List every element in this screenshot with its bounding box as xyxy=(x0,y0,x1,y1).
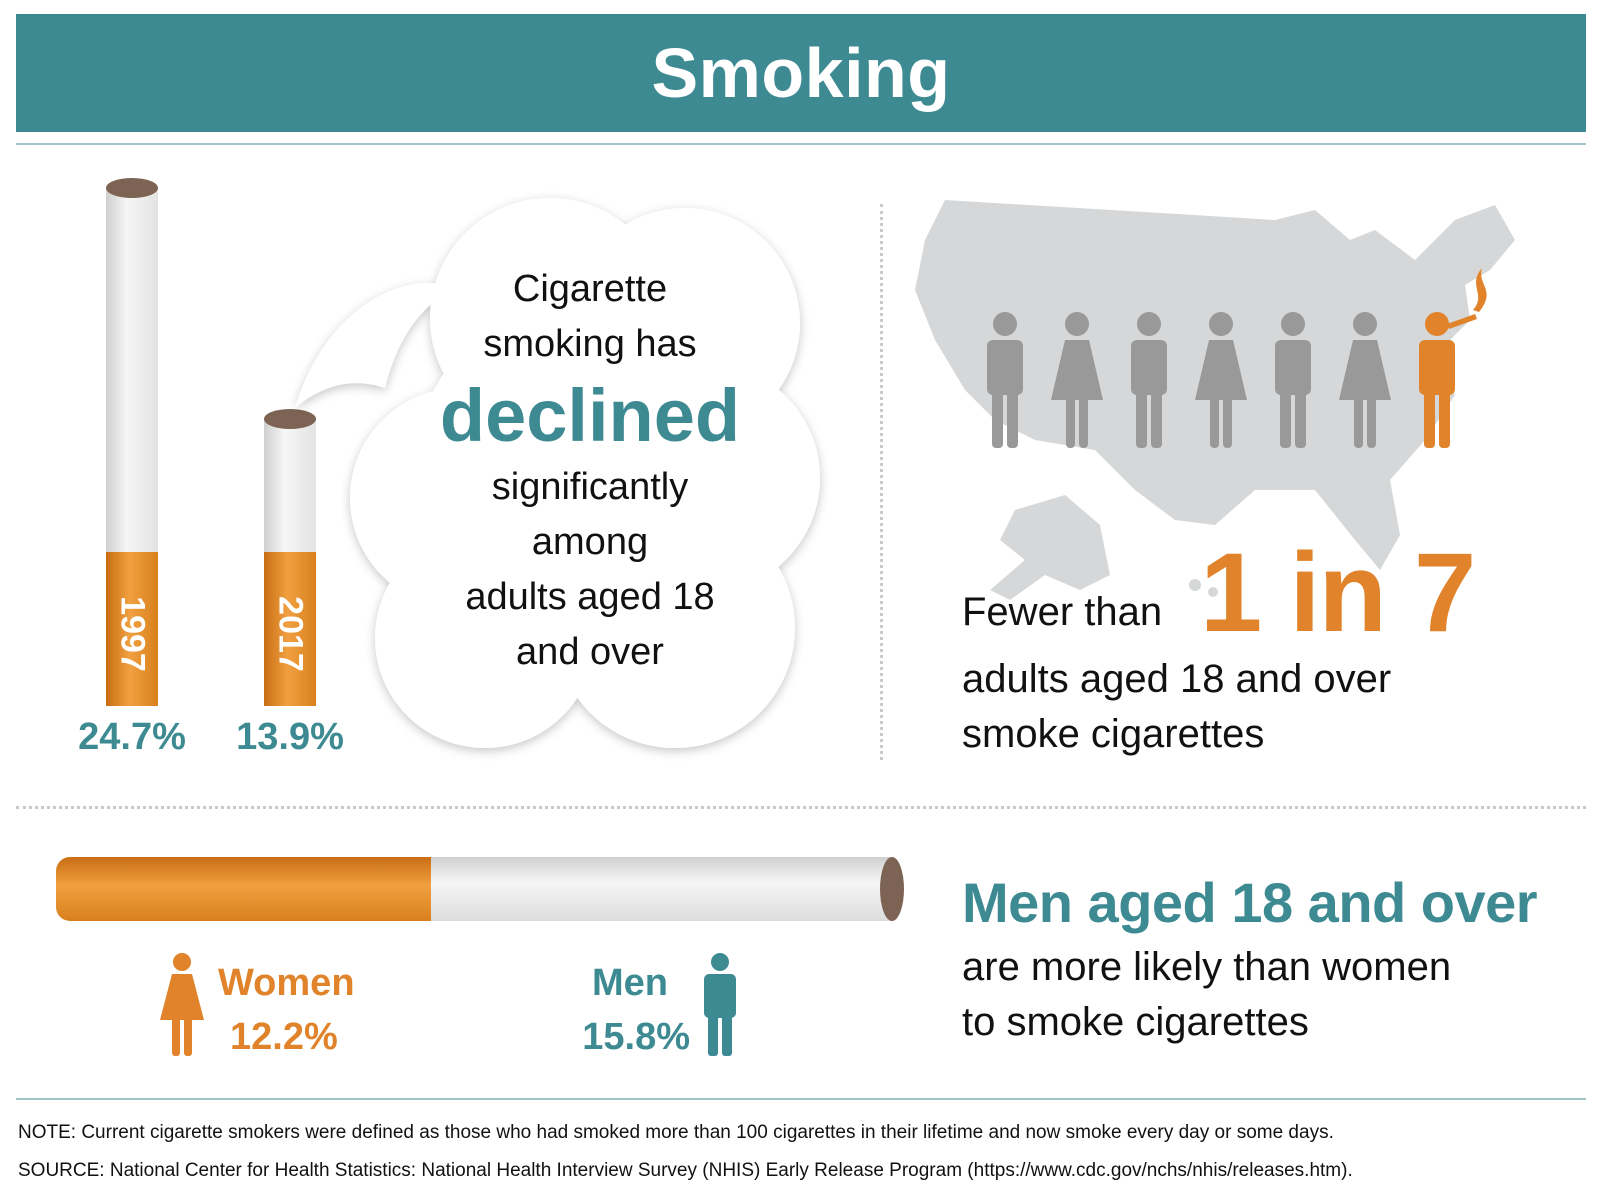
cloud-line-1: Cigarette xyxy=(512,268,668,310)
speech-cloud xyxy=(295,198,820,748)
footer-divider xyxy=(16,1098,1586,1100)
man-icon xyxy=(1275,312,1311,448)
ratio-suffix-line-2: smoke cigarettes xyxy=(962,712,1265,756)
men-pct: 15.8% xyxy=(582,1016,690,1058)
smoker-icon xyxy=(1419,268,1487,448)
cloud-line-3: significantly xyxy=(491,466,689,508)
pct-2017: 13.9% xyxy=(236,716,344,758)
cloud-highlight: declined xyxy=(439,374,741,457)
cigarette-paper xyxy=(431,857,891,921)
people-row xyxy=(975,268,1487,450)
cigarette-1997: 1997 xyxy=(106,178,158,706)
women-pct: 12.2% xyxy=(230,1016,338,1058)
cigarette-filter xyxy=(56,857,431,921)
gender-headline: Men aged 18 and over xyxy=(962,871,1538,934)
cloud-line-2: smoking has xyxy=(483,323,697,365)
ratio-suffix: adults aged 18 and over smoke cigarettes xyxy=(962,652,1522,762)
gender-cigarette xyxy=(56,857,916,921)
woman-icon xyxy=(1195,312,1247,448)
cigarette-tip xyxy=(880,857,904,921)
header-banner: Smoking xyxy=(16,14,1586,132)
page-title: Smoking xyxy=(651,34,951,112)
cloud-line-5: adults aged 18 xyxy=(465,576,715,618)
cloud-text: Cigarette smoking has declined significa… xyxy=(425,262,755,680)
section-divider-vertical xyxy=(880,204,883,760)
note-text: NOTE: Current cigarette smokers were def… xyxy=(18,1122,1334,1143)
man-icon xyxy=(987,312,1023,448)
source-text: SOURCE: National Center for Health Stati… xyxy=(18,1160,1353,1181)
year-label-1997: 1997 xyxy=(113,596,152,672)
cloud-line-6: and over xyxy=(516,631,664,673)
gender-subtext-line-1: are more likely than women xyxy=(962,945,1452,989)
ratio-suffix-line-1: adults aged 18 and over xyxy=(962,657,1392,701)
header-divider xyxy=(16,143,1586,145)
gender-subtext-line-2: to smoke cigarettes xyxy=(962,1000,1309,1044)
women-label: Women xyxy=(218,962,355,1004)
cloud-line-4: among xyxy=(531,521,649,563)
woman-icon xyxy=(1339,312,1391,448)
man-icon xyxy=(704,953,736,1056)
woman-icon xyxy=(1051,312,1103,448)
men-label: Men xyxy=(592,962,668,1004)
ratio-prefix: Fewer than xyxy=(962,590,1163,634)
woman-icon xyxy=(160,953,204,1056)
gender-subtext: are more likely than women to smoke ciga… xyxy=(962,940,1582,1050)
section-divider-horizontal xyxy=(16,806,1586,809)
ratio-big-stat: 1 in 7 xyxy=(1200,530,1476,655)
man-icon xyxy=(1131,312,1167,448)
cigarette-2017: 2017 xyxy=(264,409,316,706)
pct-1997: 24.7% xyxy=(78,716,186,758)
